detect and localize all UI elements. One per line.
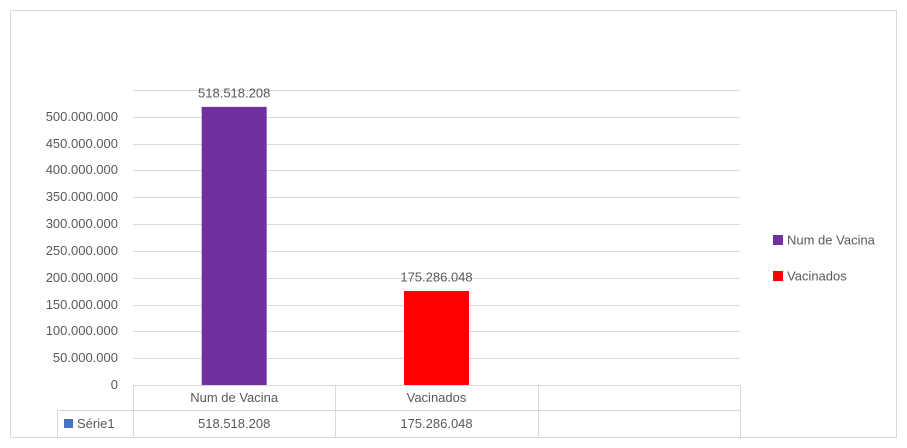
y-tick-label: 350.000.000 [46, 189, 118, 204]
table-value: 518.518.208 [198, 416, 270, 431]
y-tick-label: 300.000.000 [46, 216, 118, 231]
y-tick-label: 400.000.000 [46, 162, 118, 177]
bar [404, 290, 469, 385]
bar [201, 106, 267, 386]
y-tick-label: 150.000.000 [46, 297, 118, 312]
y-tick-label: 0 [111, 377, 118, 392]
legend-label: Vacinados [787, 268, 847, 283]
legend-label: Num de Vacina [787, 232, 876, 247]
x-tick-label: Vacinados [407, 390, 467, 405]
data-label: 175.286.048 [400, 269, 472, 284]
y-tick-label: 450.000.000 [46, 136, 118, 151]
legend-key [64, 419, 73, 428]
y-tick-label: 200.000.000 [46, 270, 118, 285]
table-value: 175.286.048 [400, 416, 472, 431]
series-name: Série1 [77, 416, 115, 431]
legend-key [773, 271, 783, 281]
data-label: 518.518.208 [198, 85, 270, 100]
y-tick-label: 500.000.000 [46, 109, 118, 124]
legend-key [773, 235, 783, 245]
x-tick-label: Num de Vacina [190, 390, 279, 405]
y-tick-label: 50.000.000 [53, 350, 118, 365]
y-tick-label: 250.000.000 [46, 243, 118, 258]
y-tick-label: 100.000.000 [46, 323, 118, 338]
